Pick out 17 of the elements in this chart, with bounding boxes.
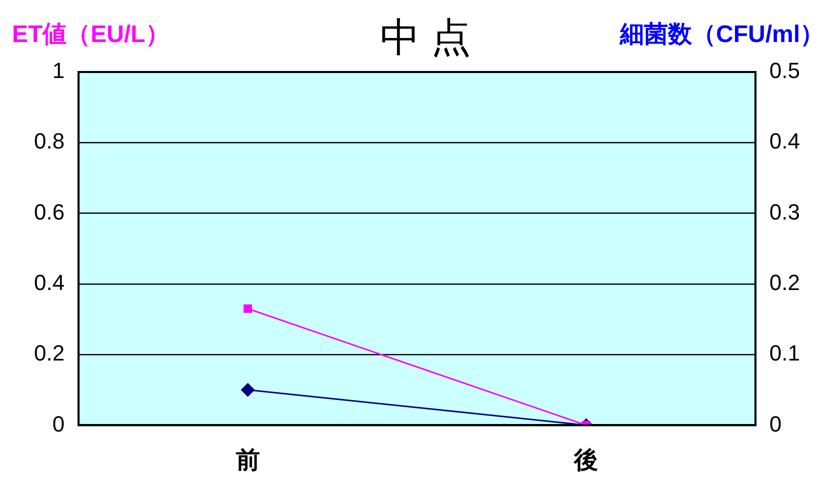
y2-tick-label: 0.5 — [769, 58, 800, 84]
y-tick-label: 0.8 — [34, 128, 65, 154]
y2-axis-title: 細菌数（CFU/ml） — [620, 20, 824, 50]
chart-title: 中 点 — [380, 15, 472, 62]
x-tick-label: 前 — [234, 447, 260, 474]
y2-tick-label: 0.3 — [769, 199, 800, 224]
y-tick-label: 0.6 — [34, 199, 65, 224]
y-tick-label: 1 — [52, 58, 65, 84]
x-tick-label: 後 — [573, 447, 598, 474]
y-tick-label: 0.4 — [34, 270, 65, 295]
y2-tick-label: 0 — [769, 411, 782, 436]
y2-tick-label: 0.4 — [769, 128, 800, 154]
y-axis-title: ET値（EU/L） — [12, 20, 170, 50]
y-tick-label: 0.2 — [34, 340, 65, 366]
y-tick-label: 0 — [52, 411, 65, 436]
y2-tick-label: 0.2 — [769, 270, 800, 295]
y2-tick-label: 0.1 — [769, 340, 800, 366]
